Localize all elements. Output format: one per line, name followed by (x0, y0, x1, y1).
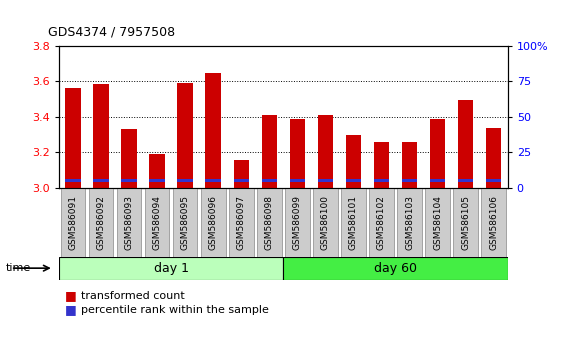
Bar (177, 179, 193, 182)
Text: time: time (6, 263, 31, 273)
Text: GSM586105: GSM586105 (461, 195, 470, 250)
Bar (486, 128, 502, 188)
Bar (117, 188, 141, 257)
Bar (205, 179, 221, 182)
Bar (201, 188, 226, 257)
Bar (486, 179, 502, 182)
Text: GSM586101: GSM586101 (349, 195, 358, 250)
Text: transformed count: transformed count (81, 291, 185, 301)
Text: GSM586104: GSM586104 (433, 195, 442, 250)
Bar (177, 83, 193, 188)
Bar (233, 160, 249, 188)
Bar (397, 188, 422, 257)
Bar (149, 179, 165, 182)
Bar (430, 179, 445, 182)
Bar (121, 129, 137, 188)
Bar (313, 188, 338, 257)
Bar (233, 179, 249, 182)
Text: GSM586100: GSM586100 (321, 195, 330, 250)
Bar (229, 188, 254, 257)
Bar (89, 188, 113, 257)
Text: GSM586099: GSM586099 (293, 195, 302, 250)
Bar (261, 115, 277, 188)
Bar (402, 143, 417, 188)
Text: ■: ■ (65, 289, 76, 302)
Bar (374, 179, 389, 182)
Bar (93, 179, 109, 182)
Bar (205, 73, 221, 188)
Bar (402, 179, 417, 182)
Bar (257, 188, 282, 257)
Bar (425, 188, 450, 257)
Bar (346, 135, 361, 188)
Text: GSM586097: GSM586097 (237, 195, 246, 250)
Text: GSM586098: GSM586098 (265, 195, 274, 250)
Bar (59, 257, 283, 280)
Text: day 1: day 1 (154, 262, 188, 275)
Bar (173, 188, 197, 257)
Bar (318, 115, 333, 188)
Bar (374, 143, 389, 188)
Text: GSM586106: GSM586106 (489, 195, 498, 250)
Text: percentile rank within the sample: percentile rank within the sample (81, 305, 269, 315)
Bar (458, 179, 473, 182)
Bar (430, 119, 445, 188)
Bar (261, 179, 277, 182)
Bar (145, 188, 169, 257)
Bar (453, 188, 478, 257)
Bar (369, 188, 394, 257)
Bar (61, 188, 85, 257)
Text: GSM586092: GSM586092 (96, 195, 105, 250)
Bar (481, 188, 506, 257)
Text: GSM586102: GSM586102 (377, 195, 386, 250)
Bar (65, 179, 81, 182)
Bar (65, 88, 81, 188)
Text: GDS4374 / 7957508: GDS4374 / 7957508 (48, 26, 175, 39)
Bar (283, 257, 508, 280)
Text: GSM586096: GSM586096 (209, 195, 218, 250)
Bar (93, 84, 109, 188)
Bar (458, 100, 473, 188)
Text: ■: ■ (65, 303, 76, 316)
Bar (318, 179, 333, 182)
Bar (341, 188, 366, 257)
Text: GSM586103: GSM586103 (405, 195, 414, 250)
Bar (346, 179, 361, 182)
Bar (121, 179, 137, 182)
Text: GSM586094: GSM586094 (153, 195, 162, 250)
Bar (289, 179, 305, 182)
Bar (149, 154, 165, 188)
Text: GSM586095: GSM586095 (181, 195, 190, 250)
Text: GSM586091: GSM586091 (68, 195, 77, 250)
Bar (289, 119, 305, 188)
Text: GSM586093: GSM586093 (125, 195, 134, 250)
Text: day 60: day 60 (374, 262, 417, 275)
Bar (285, 188, 310, 257)
